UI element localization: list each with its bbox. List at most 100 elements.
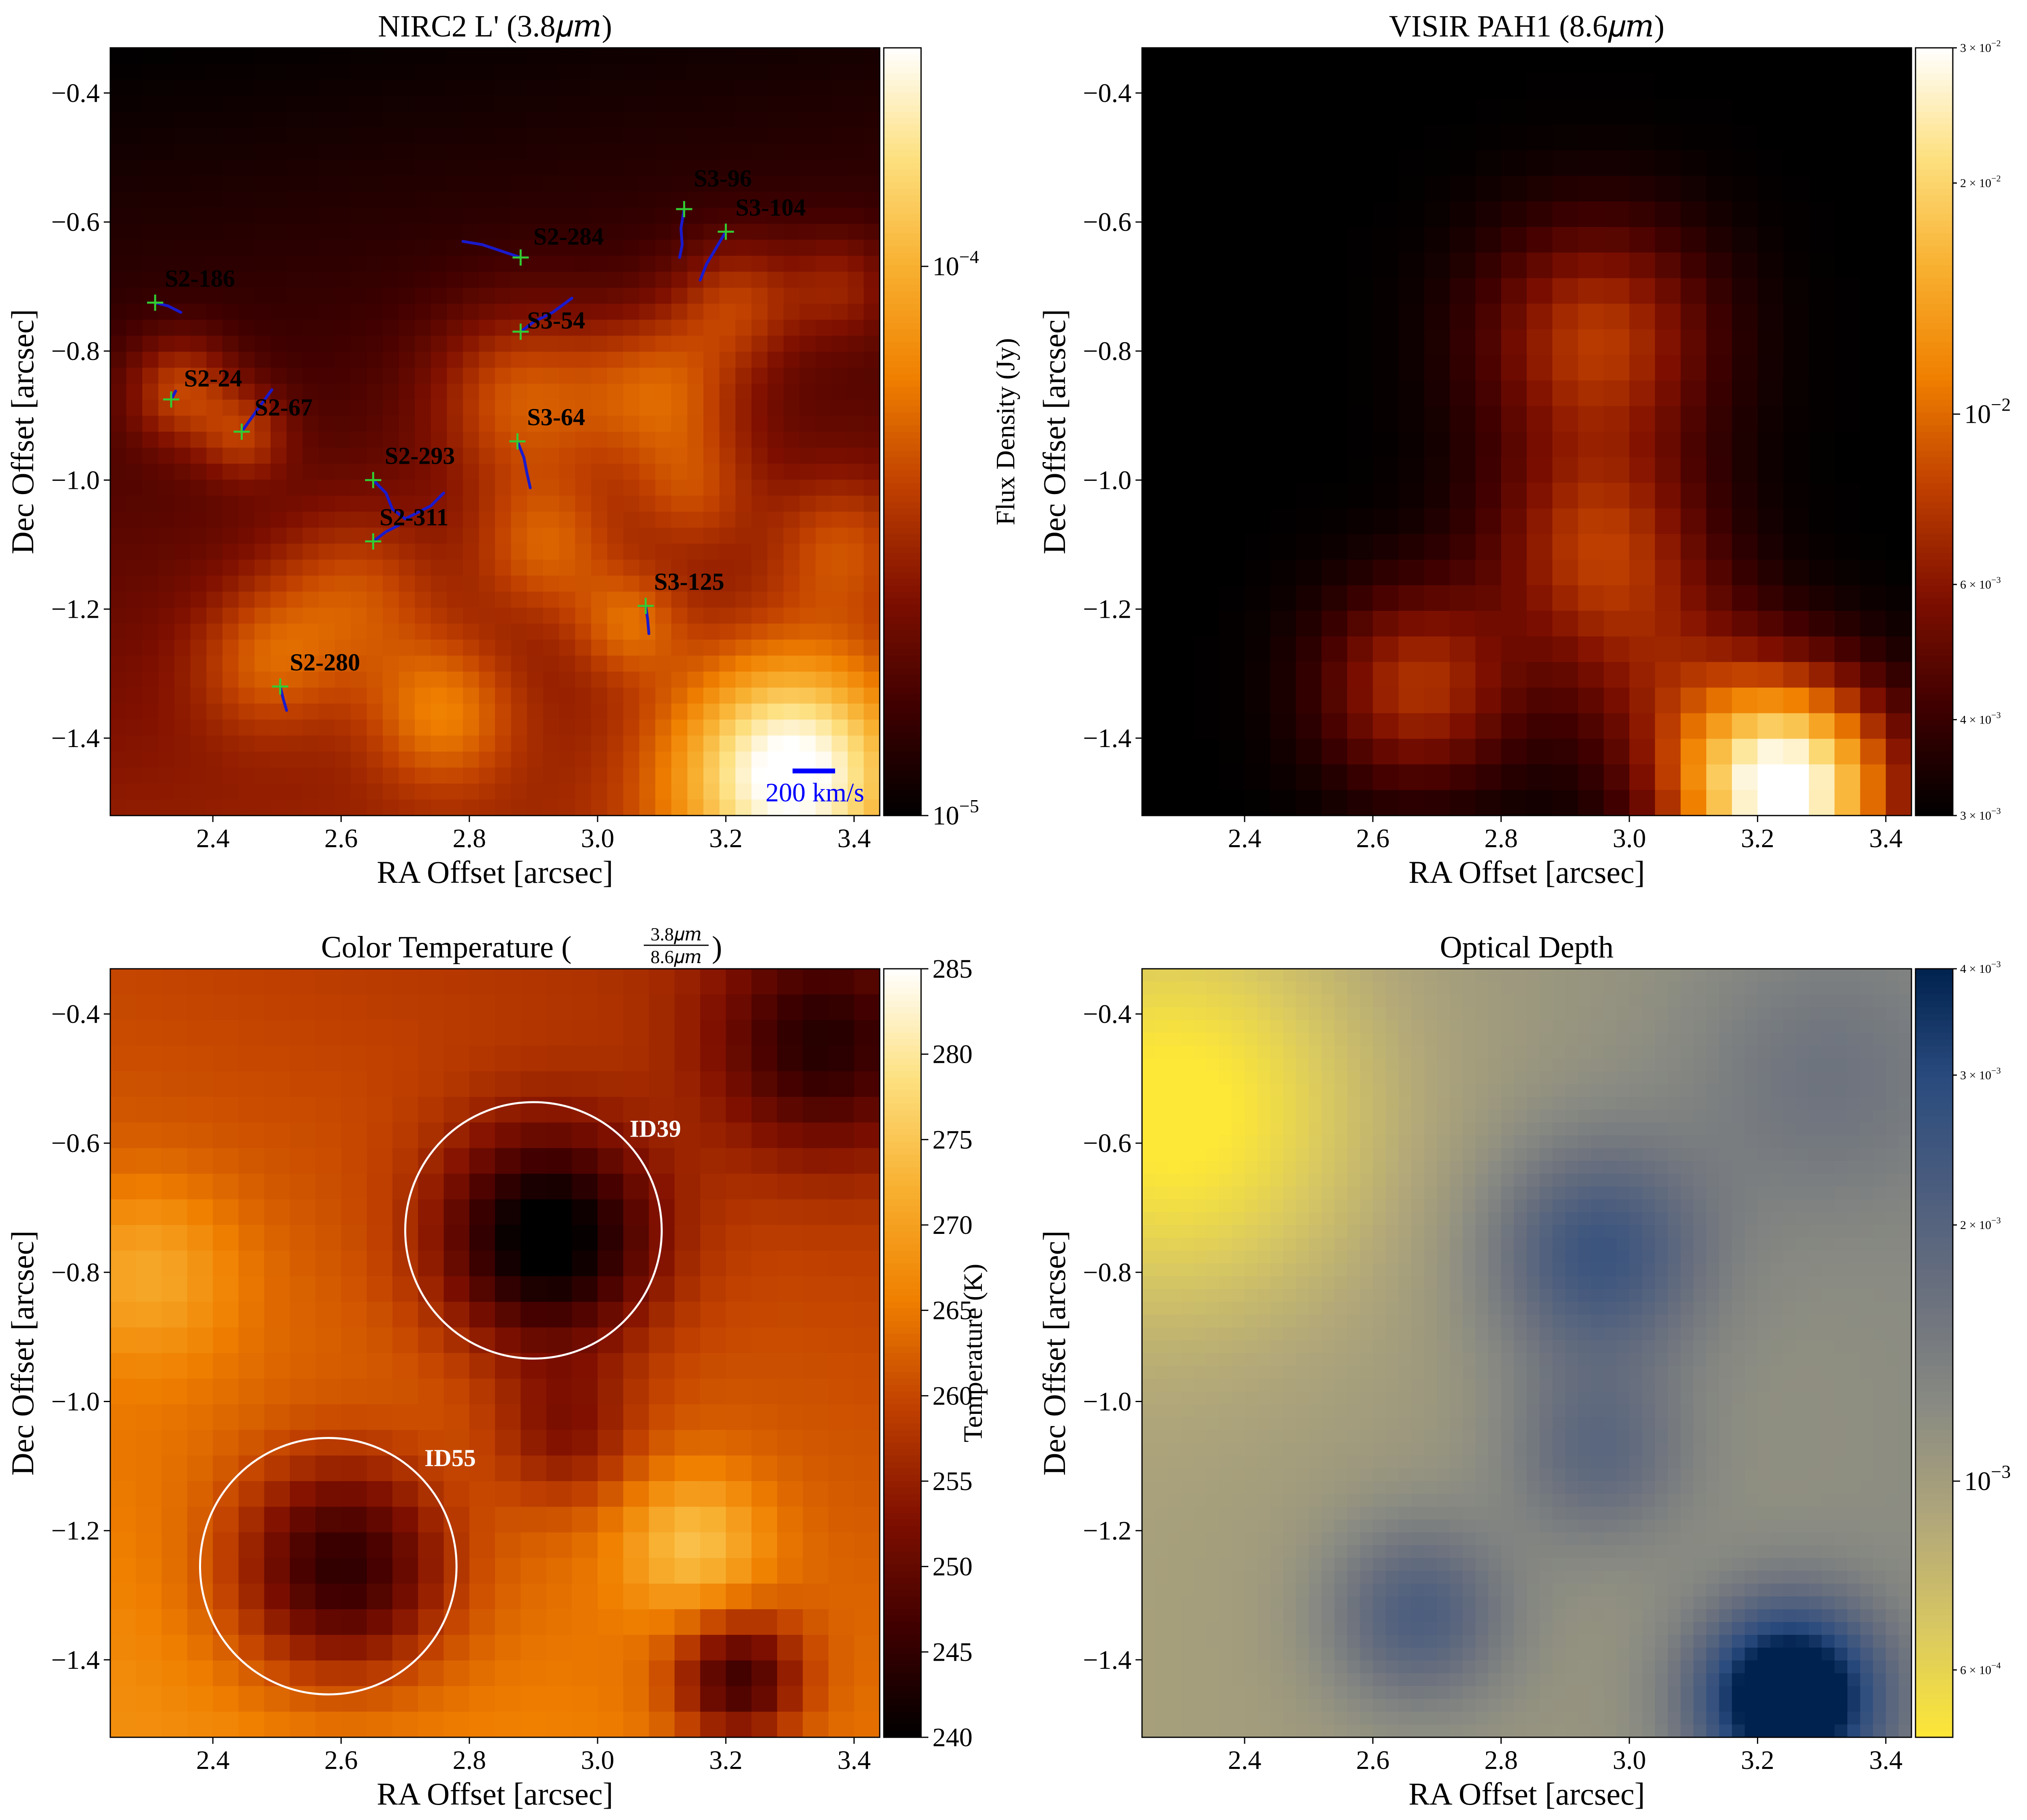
heatmap-cell (751, 255, 768, 272)
heatmap-cell (399, 767, 416, 784)
heatmap-cell (431, 64, 448, 80)
heatmap-cell (546, 1635, 572, 1661)
heatmap-cell (1373, 483, 1399, 509)
heatmap-cell (213, 1507, 239, 1533)
heatmap-cell (864, 735, 880, 752)
heatmap-cell (1180, 1583, 1194, 1597)
heatmap-cell (254, 415, 271, 432)
heatmap-cell (366, 1507, 393, 1533)
colorbar-cell (884, 169, 921, 176)
proper-motion-trail (372, 478, 445, 520)
heatmap-cell (639, 368, 656, 384)
heatmap-cell (1424, 636, 1450, 662)
heatmap-cell (289, 1173, 316, 1200)
heatmap-cell (444, 1148, 470, 1174)
heatmap-cell (607, 48, 624, 64)
heatmap-cell (495, 752, 512, 768)
heatmap-cell (1347, 764, 1373, 790)
heatmap-cell (366, 576, 384, 592)
proper-motion-trail (240, 388, 274, 433)
heatmap-cell (1180, 1494, 1194, 1507)
heatmap-cell (126, 799, 143, 816)
heatmap-cell (1629, 48, 1656, 74)
heatmap-cell (546, 1250, 572, 1277)
heatmap-cell (751, 272, 768, 288)
colorbar-cell (884, 124, 921, 131)
heatmap-cell (319, 351, 335, 368)
colorbar-cell (884, 1443, 921, 1450)
heatmap-cell (674, 1302, 701, 1328)
colorbar-cell (884, 111, 921, 119)
heatmap-cell (671, 368, 688, 384)
heatmap-cell (777, 1148, 803, 1174)
heatmap-cell (639, 143, 656, 161)
heatmap-cell (319, 128, 335, 144)
heatmap-cell (726, 1276, 752, 1302)
heatmap-cell (110, 591, 127, 608)
heatmap-cell (1680, 585, 1707, 611)
heatmap-cell (1155, 1686, 1168, 1699)
heatmap-cell (1155, 1724, 1168, 1737)
colorbar-cell (1916, 79, 1953, 87)
heatmap-cell (366, 608, 384, 624)
heatmap-cell (1757, 176, 1784, 202)
heatmap-cell (383, 655, 399, 672)
heatmap-cell (854, 1225, 880, 1251)
heatmap-cell (1193, 1263, 1206, 1277)
heatmap-cell (351, 143, 367, 161)
heatmap-cell (639, 272, 656, 288)
heatmap-cell (341, 1660, 367, 1687)
heatmap-cell (238, 591, 255, 608)
heatmap-cell (687, 432, 704, 448)
heatmap-cell (1501, 790, 1527, 816)
heatmap-cell (726, 1532, 752, 1559)
heatmap-cell (1398, 559, 1425, 586)
heatmap-cell (1155, 1545, 1168, 1559)
heatmap-cell (110, 1609, 137, 1635)
heatmap-cell (1527, 406, 1553, 432)
heatmap-cell (767, 784, 784, 800)
heatmap-cell (174, 576, 191, 592)
colorbar-cell (1916, 502, 1953, 509)
colorbar-cell (884, 1231, 921, 1238)
heatmap-cell (126, 79, 143, 96)
heatmap-cell (864, 240, 880, 256)
heatmap-cell (1706, 355, 1732, 381)
heatmap-cell (1270, 278, 1296, 304)
heatmap-cell (1142, 1404, 1155, 1417)
heatmap-cell (527, 735, 544, 752)
colorbar-cell (884, 1097, 921, 1104)
heatmap-cell (286, 336, 303, 352)
heatmap-cell (1155, 1084, 1168, 1097)
colorbar-cell (884, 1250, 921, 1257)
heatmap-cell (187, 1353, 213, 1379)
heatmap-cell (687, 576, 704, 592)
heatmap-cell (1808, 227, 1835, 253)
heatmap-cell (726, 1327, 752, 1353)
colorbar-cell (884, 1167, 921, 1174)
heatmap-cell (700, 1686, 726, 1712)
heatmap-cell (334, 767, 351, 784)
heatmap-cell (671, 304, 688, 320)
heatmap-cell (1155, 1045, 1168, 1059)
heatmap-cell (521, 1020, 547, 1046)
heatmap-cell (767, 192, 784, 208)
heatmap-cell (1270, 48, 1296, 74)
heatmap-cell (110, 752, 127, 768)
heatmap-cell (799, 79, 816, 96)
heatmap-cell (479, 671, 495, 688)
heatmap-cell (302, 319, 319, 336)
heatmap-cell (831, 319, 848, 336)
heatmap-cell (799, 208, 816, 224)
heatmap-cell (126, 64, 143, 80)
heatmap-cell (751, 994, 778, 1021)
heatmap-cell (161, 969, 188, 995)
heatmap-cell (828, 1635, 855, 1661)
heatmap-cell (828, 1583, 855, 1610)
heatmap-cell (575, 368, 592, 384)
heatmap-cell (254, 111, 271, 128)
heatmap-cell (142, 111, 159, 128)
heatmap-cell (543, 319, 559, 336)
heatmap-cell (1193, 380, 1219, 407)
heatmap-cell (1629, 176, 1656, 202)
